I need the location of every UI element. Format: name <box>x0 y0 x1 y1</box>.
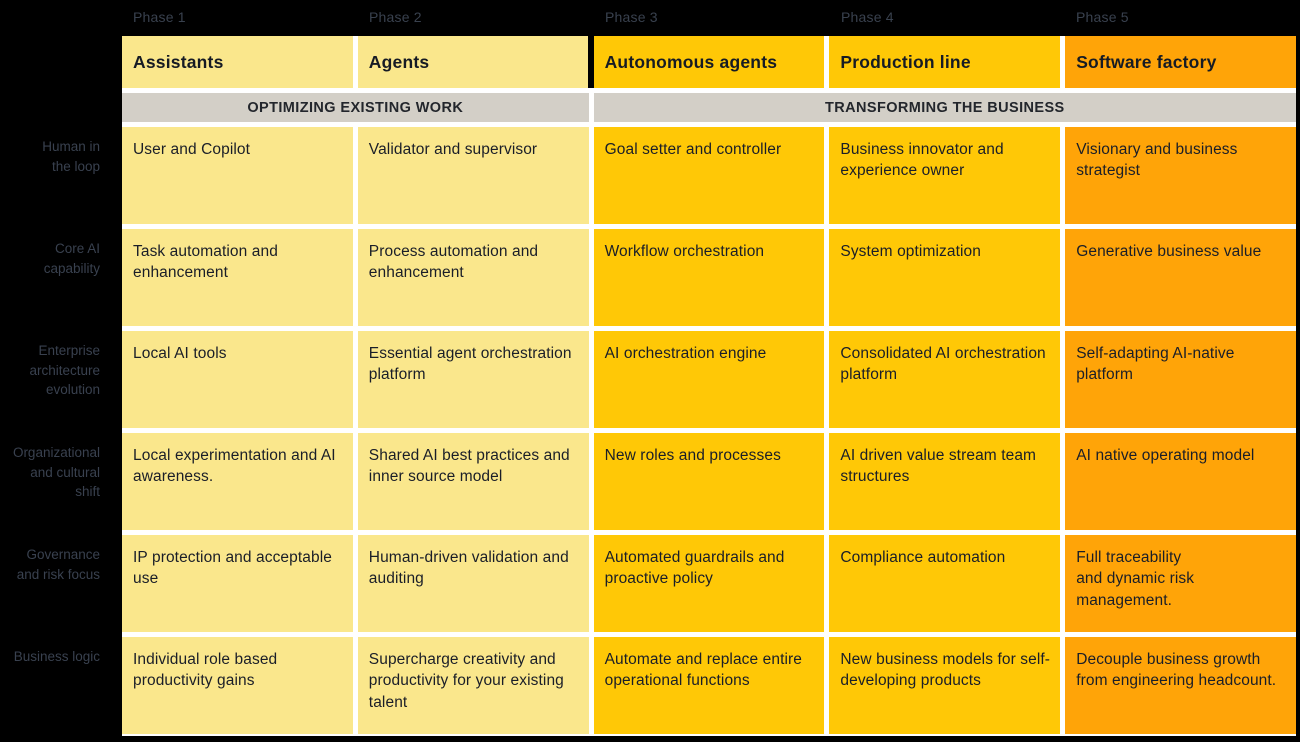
matrix-cell: Task automation and enhancement <box>122 229 353 326</box>
matrix-cell: Local experimentation and AI awareness. <box>122 433 353 530</box>
matrix-cell: User and Copilot <box>122 127 353 224</box>
matrix-cell: New business models for self-developing … <box>829 637 1061 734</box>
matrix-cell: Local AI tools <box>122 331 353 428</box>
matrix-cell: Process automation and enhancement <box>357 229 589 326</box>
matrix-cell: IP protection and acceptable use <box>122 535 353 632</box>
column-header-autonomous-agents: Autonomous agents <box>593 36 825 88</box>
column-header-software-factory: Software factory <box>1065 36 1296 88</box>
band-optimizing-existing-work: OPTIMIZING EXISTING WORK <box>122 93 589 122</box>
band-transforming-the-business: TRANSFORMING THE BUSINESS <box>593 93 1296 122</box>
matrix-cell: Validator and supervisor <box>357 127 589 224</box>
matrix-cell: Full traceability and dynamic risk manag… <box>1065 535 1296 632</box>
matrix-cell: Goal setter and controller <box>593 127 825 224</box>
matrix-cell: AI native operating model <box>1065 433 1296 530</box>
matrix-cell: System optimization <box>829 229 1061 326</box>
row-label-governance-and-risk-focus: Governance and risk focus <box>16 547 100 582</box>
matrix-cell: Automate and replace entire operational … <box>593 637 825 734</box>
column-header-production-line: Production line <box>829 36 1061 88</box>
matrix-cell: Supercharge creativity and productivity … <box>357 637 589 734</box>
matrix-cell: AI driven value stream team structures <box>829 433 1061 530</box>
matrix-grid: Assistants Agents Autonomous agents Prod… <box>122 36 1296 736</box>
row-label-core-ai-capability: Core AI capability <box>43 241 100 276</box>
matrix-cell: Generative business value <box>1065 229 1296 326</box>
row-label-organizational-and-cultural-shift: Organizational and cultural shift <box>12 445 100 500</box>
matrix-cell: Consolidated AI orchestration platform <box>829 331 1061 428</box>
matrix-cell: Human-driven validation and auditing <box>357 535 589 632</box>
matrix-cell: Automated guardrails and proactive polic… <box>593 535 825 632</box>
phase-label-1: Phase 1 <box>133 9 186 25</box>
row-label-enterprise-architecture-evolution: Enterprise architecture evolution <box>29 343 100 398</box>
column-header-agents: Agents <box>357 36 589 88</box>
phase-group-divider <box>588 36 594 88</box>
matrix-cell: Compliance automation <box>829 535 1061 632</box>
row-label-human-in-the-loop: Human in the loop <box>42 139 100 174</box>
phase-label-3: Phase 3 <box>605 9 658 25</box>
matrix-cell: Visionary and business strategist <box>1065 127 1296 224</box>
phase-label-5: Phase 5 <box>1076 9 1129 25</box>
matrix-cell: Workflow orchestration <box>593 229 825 326</box>
matrix-cell: Essential agent orchestration platform <box>357 331 589 428</box>
matrix-cell: Decouple business growth from engineerin… <box>1065 637 1296 734</box>
phase-label-4: Phase 4 <box>841 9 894 25</box>
phase-label-2: Phase 2 <box>369 9 422 25</box>
matrix-cell: AI orchestration engine <box>593 331 825 428</box>
matrix-cell: New roles and processes <box>593 433 825 530</box>
column-header-assistants: Assistants <box>122 36 353 88</box>
matrix-cell: Shared AI best practices and inner sourc… <box>357 433 589 530</box>
matrix-cell: Individual role based productivity gains <box>122 637 353 734</box>
matrix-cell: Business innovator and experience owner <box>829 127 1061 224</box>
matrix-cell: Self-adapting AI-native platform <box>1065 331 1296 428</box>
row-label-business-logic: Business logic <box>13 649 100 664</box>
